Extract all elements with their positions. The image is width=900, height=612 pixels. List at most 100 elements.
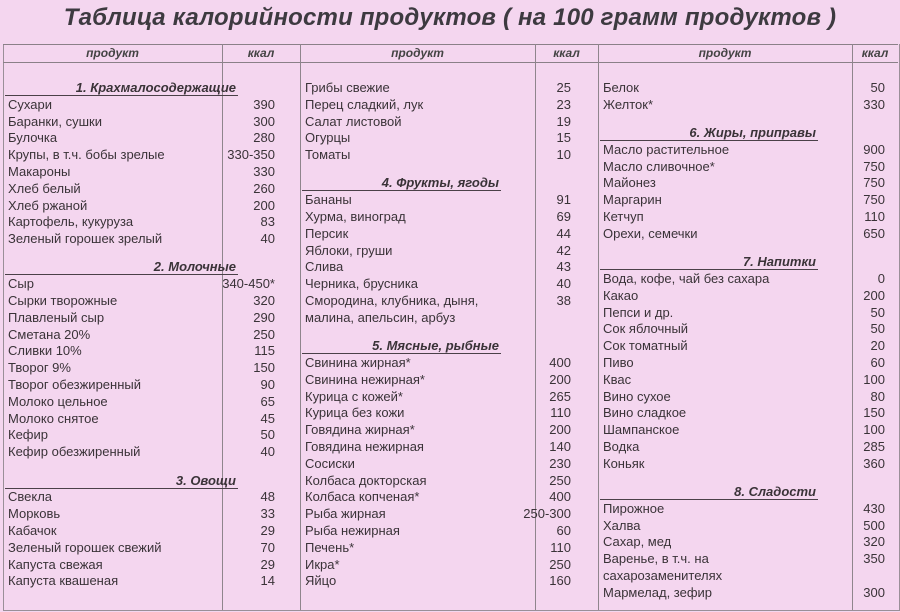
section-heading: 7. Напитки bbox=[600, 254, 818, 271]
table-row: Пирожное 430 bbox=[598, 501, 898, 518]
table-row: Белок 50 bbox=[598, 80, 898, 97]
table-row: сахарозаменителях bbox=[598, 568, 898, 585]
table-column-3: продукт ккал Белок 50 Желток* 330 6. Жиры, при… bbox=[598, 44, 898, 610]
table-row: Творог 9% 150 bbox=[3, 360, 300, 377]
rows: 1. Крахмалосодержащие Сухари 390 Баранки, с… bbox=[3, 80, 300, 590]
section-heading-row: 7. Напитки bbox=[598, 254, 898, 271]
product-name: Баранки, сушки bbox=[8, 113, 102, 129]
product-name: Сосиски bbox=[305, 455, 355, 471]
table-row: Коньяк 360 bbox=[598, 456, 898, 473]
table-row: Салат листовой 19 bbox=[300, 114, 598, 131]
product-name: Грибы свежие bbox=[305, 80, 390, 95]
table-row: Сливки 10% 115 bbox=[3, 343, 300, 360]
table-row: Молоко цельное 65 bbox=[3, 394, 300, 411]
section-heading-row: 8. Сладости bbox=[598, 484, 898, 501]
product-name: Свекла bbox=[8, 489, 53, 505]
kcal-value: 400 bbox=[549, 489, 571, 505]
rows: Белок 50 Желток* 330 6. Жиры, приправы Масло … bbox=[598, 80, 898, 602]
table-row: Вода, кофе, чай без сахара 0 bbox=[598, 271, 898, 288]
kcal-value: 15 bbox=[556, 130, 571, 146]
table-row: Хлеб белый 260 bbox=[3, 181, 300, 198]
product-name: Масло сливочное* bbox=[603, 158, 715, 174]
product-name: Курица без кожи bbox=[305, 405, 405, 421]
product-name: Квас bbox=[603, 371, 632, 387]
kcal-value: 100 bbox=[863, 422, 885, 438]
table-row: Кетчуп 110 bbox=[598, 209, 898, 226]
header-kcal: ккал bbox=[861, 46, 889, 60]
table-row: Сосиски 230 bbox=[300, 456, 598, 473]
table-row: Масло сливочное* 750 bbox=[598, 159, 898, 176]
kcal-value: 110 bbox=[550, 405, 571, 421]
kcal-value: 100 bbox=[863, 371, 885, 387]
table-row: Сыр 340-450* bbox=[3, 276, 300, 293]
product-name: Пиво bbox=[603, 354, 634, 370]
header-kcal: ккал bbox=[553, 46, 580, 60]
kcal-value: 29 bbox=[260, 556, 275, 572]
product-name: Персик bbox=[305, 225, 349, 241]
table-row: Майонез 750 bbox=[598, 175, 898, 192]
table-row: Бананы 91 bbox=[300, 192, 598, 209]
product-name: Орехи, семечки bbox=[603, 225, 698, 241]
product-name: Творог 9% bbox=[8, 360, 71, 376]
kcal-value: 50 bbox=[870, 304, 885, 320]
kcal-value: 69 bbox=[556, 209, 571, 225]
product-name: Морковь bbox=[8, 506, 61, 522]
column-divider bbox=[535, 44, 536, 610]
product-name: Капуста квашеная bbox=[8, 573, 119, 589]
product-name: Яблоки, груши bbox=[305, 242, 393, 258]
table-row: Яйцо 160 bbox=[300, 573, 598, 590]
kcal-value: 50 bbox=[260, 427, 275, 443]
kcal-value: 265 bbox=[549, 388, 571, 404]
product-name: Кабачок bbox=[8, 522, 57, 538]
table-row: Говядина нежирная 140 bbox=[300, 439, 598, 456]
product-name: Крупы, в т.ч. бобы зрелые bbox=[8, 147, 165, 163]
product-name: Печень* bbox=[305, 539, 355, 555]
kcal-value: 200 bbox=[863, 287, 885, 303]
kcal-value: 110 bbox=[550, 539, 571, 555]
kcal-value: 25 bbox=[556, 80, 571, 95]
table-row: Смородина, клубника, дыня, 38 bbox=[300, 293, 598, 310]
kcal-value: 38 bbox=[556, 293, 571, 309]
kcal-value: 250 bbox=[549, 472, 571, 488]
product-name: Говядина нежирная bbox=[305, 438, 424, 454]
product-name: Салат листовой bbox=[305, 113, 402, 129]
product-name: Мармелад, зефир bbox=[603, 584, 713, 600]
kcal-value: 44 bbox=[556, 225, 571, 241]
kcal-value: 320 bbox=[253, 293, 275, 309]
table-row: Хурма, виноград 69 bbox=[300, 209, 598, 226]
table-row: Грибы свежие 25 bbox=[300, 80, 598, 97]
product-name: Зеленый горошек свежий bbox=[8, 539, 162, 555]
kcal-value: 91 bbox=[556, 192, 571, 208]
product-name: Рыба нежирная bbox=[305, 522, 400, 538]
kcal-value: 20 bbox=[870, 338, 885, 354]
table-row: Шампанское 100 bbox=[598, 422, 898, 439]
kcal-value: 200 bbox=[549, 371, 571, 387]
product-name: Водка bbox=[603, 438, 640, 454]
product-name: сахарозаменителях bbox=[603, 568, 723, 584]
header-kcal: ккал bbox=[247, 46, 275, 60]
kcal-value: 285 bbox=[863, 438, 885, 454]
kcal-value: 250 bbox=[549, 556, 571, 572]
kcal-value: 50 bbox=[870, 80, 885, 95]
product-name: Вино сладкое bbox=[603, 405, 687, 421]
product-name: Масло растительное bbox=[603, 141, 730, 157]
table-row: Вино сладкое 150 bbox=[598, 405, 898, 422]
kcal-value: 19 bbox=[556, 113, 571, 129]
table-row: Халва 500 bbox=[598, 518, 898, 535]
table-row: Огурцы 15 bbox=[300, 130, 598, 147]
product-name: Кефир обезжиренный bbox=[8, 444, 141, 460]
table-row: Свинина жирная* 400 bbox=[300, 355, 598, 372]
product-name: малина, апельсин, арбуз bbox=[305, 309, 456, 325]
product-name: Сок томатный bbox=[603, 338, 688, 354]
table-row: малина, апельсин, арбуз bbox=[300, 310, 598, 327]
table-row: Яблоки, груши 42 bbox=[300, 243, 598, 260]
table-row: Хлеб ржаной 200 bbox=[3, 198, 300, 215]
kcal-value: 750 bbox=[863, 158, 885, 174]
table-row: Сухари 390 bbox=[3, 97, 300, 114]
kcal-value: 40 bbox=[556, 276, 571, 292]
kcal-value: 140 bbox=[549, 438, 571, 454]
product-name: Белок bbox=[603, 80, 639, 95]
kcal-value: 650 bbox=[863, 225, 885, 241]
product-name: Икра* bbox=[305, 556, 340, 572]
product-name: Зеленый горошек зрелый bbox=[8, 231, 163, 247]
